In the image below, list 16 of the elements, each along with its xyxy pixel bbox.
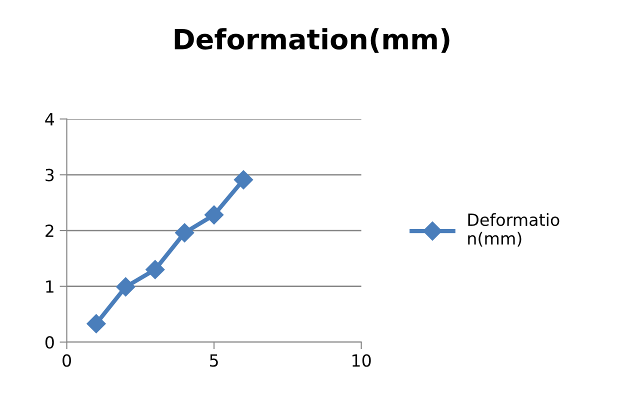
x-tick-label: 10 <box>352 354 371 367</box>
point <box>204 205 224 224</box>
point <box>116 277 136 296</box>
y-tick-label: 0 <box>45 336 54 349</box>
point <box>146 260 165 280</box>
point <box>175 223 194 242</box>
x-tick-label: 0 <box>62 354 71 367</box>
y-tick-label: 1 <box>46 280 54 293</box>
x-tick-label: 5 <box>210 354 218 367</box>
point <box>86 314 106 334</box>
point <box>234 170 254 190</box>
legend-label: Deformation(mm) <box>468 213 560 247</box>
y-tick-label: 3 <box>46 168 54 182</box>
y-tick-label: 2 <box>46 224 54 237</box>
chart-title: Deformation(mm) <box>174 28 450 53</box>
y-tick-label: 4 <box>45 113 54 126</box>
